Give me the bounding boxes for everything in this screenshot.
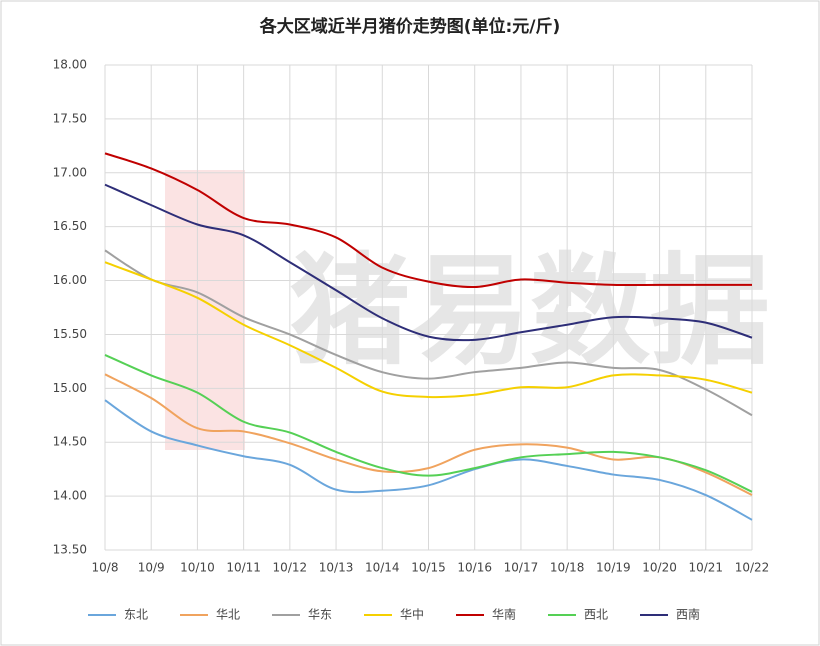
- line: [104, 183, 753, 342]
- legend-label: 华北: [216, 608, 240, 622]
- line: [104, 399, 753, 521]
- x-tick-label: 10/17: [504, 561, 539, 575]
- x-tick-label: 10/14: [365, 561, 400, 575]
- y-tick-label: 18.00: [53, 58, 87, 72]
- x-tick-label: 10/8: [92, 561, 119, 575]
- x-tick-label: 10/20: [642, 561, 677, 575]
- x-tick-label: 10/11: [226, 561, 261, 575]
- legend-label: 华南: [492, 607, 516, 622]
- line: [104, 249, 753, 417]
- y-tick-label: 17.00: [53, 165, 87, 179]
- x-tick-label: 10/18: [550, 561, 585, 575]
- y-tick-label: 16.00: [53, 273, 87, 287]
- line: [104, 152, 752, 289]
- line: [104, 354, 753, 493]
- legend-label: 西北: [584, 608, 608, 622]
- watermark: 猪易数据: [290, 243, 770, 382]
- y-tick-label: 13.50: [53, 543, 87, 557]
- chart-title: 各大区域近半月猪价走势图(单位:元/斤): [259, 16, 561, 37]
- y-tick-label: 15.50: [53, 327, 87, 341]
- legend-label: 华中: [400, 607, 424, 622]
- x-tick-label: 10/21: [688, 561, 723, 575]
- y-tick-label: 15.00: [53, 381, 87, 395]
- legend-label: 东北: [124, 608, 148, 622]
- y-tick-label: 16.50: [53, 219, 87, 233]
- x-tick-label: 10/22: [735, 561, 770, 575]
- x-tick-label: 10/10: [180, 561, 215, 575]
- legend-label: 华东: [308, 608, 332, 622]
- y-tick-label: 17.50: [53, 111, 87, 125]
- legend-label: 西南: [676, 607, 700, 622]
- x-tick-label: 10/13: [319, 561, 354, 575]
- x-tick-label: 10/15: [411, 561, 446, 575]
- line: [104, 261, 753, 399]
- x-tick-label: 10/16: [457, 561, 492, 575]
- x-tick-label: 10/9: [138, 561, 165, 575]
- x-tick-label: 10/19: [596, 561, 631, 575]
- y-tick-label: 14.50: [53, 435, 87, 449]
- line: [104, 373, 753, 496]
- x-tick-label: 10/12: [273, 561, 308, 575]
- y-tick-label: 14.00: [53, 489, 87, 503]
